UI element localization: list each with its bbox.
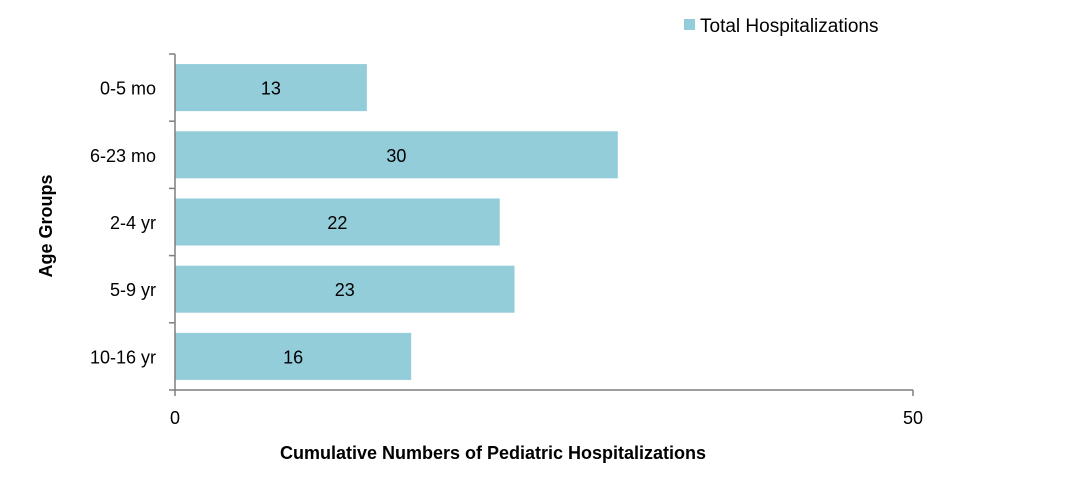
bars <box>175 64 618 380</box>
bar-0-5-mo <box>175 64 367 112</box>
legend: Total Hospitalizations <box>684 16 878 37</box>
category-labels: 0-5 mo 6-23 mo 2-4 yr 5-9 yr 10-16 yr <box>90 79 156 368</box>
x-tick-label-50: 50 <box>903 408 923 428</box>
y-tick-label-6-23-mo: 6-23 mo <box>90 146 156 166</box>
legend-swatch <box>684 19 695 30</box>
data-label-10-16-yr: 16 <box>283 347 303 367</box>
data-label-2-4-yr: 22 <box>327 213 347 233</box>
bar-6-23-mo <box>175 131 618 179</box>
y-tick-label-10-16-yr: 10-16 yr <box>90 347 156 367</box>
y-tick-label-0-5-mo: 0-5 mo <box>100 79 156 99</box>
bar-2-4-yr <box>175 198 500 246</box>
x-axis-title: Cumulative Numbers of Pediatric Hospital… <box>280 443 706 463</box>
data-label-5-9-yr: 23 <box>335 280 355 300</box>
data-label-6-23-mo: 30 <box>386 146 406 166</box>
x-tick-label-0: 0 <box>170 408 180 428</box>
bar-5-9-yr <box>175 265 515 313</box>
x-tick-labels: 0 50 <box>170 408 923 428</box>
data-label-0-5-mo: 13 <box>261 79 281 99</box>
y-tick-label-5-9-yr: 5-9 yr <box>110 280 156 300</box>
axes <box>169 53 914 396</box>
data-labels: 13 30 22 23 16 <box>261 79 406 368</box>
legend-label: Total Hospitalizations <box>700 16 878 37</box>
y-axis-title: Age Groups <box>36 174 56 277</box>
y-tick-label-2-4-yr: 2-4 yr <box>110 213 156 233</box>
bar-10-16-yr <box>175 332 412 380</box>
